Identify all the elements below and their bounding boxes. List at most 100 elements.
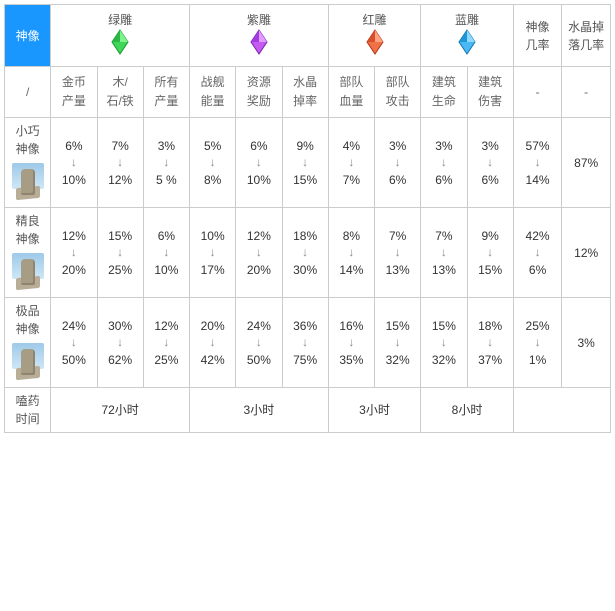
stat-cell: 12%↓20% (236, 208, 282, 298)
statue-rate-cell: 42%↓6% (513, 208, 562, 298)
stat-cell: 7%↓13% (421, 208, 467, 298)
arrow-down-icon: ↓ (516, 155, 560, 171)
stat-lo: 7% (389, 229, 406, 243)
stat-cell: 15%↓32% (375, 298, 421, 388)
group-label-purple: 紫雕 (247, 13, 271, 27)
footer-label: 嗑药时间 (5, 388, 51, 433)
tier-name: 极品神像 (5, 298, 51, 388)
rate-hi: 1% (529, 353, 546, 367)
stat-lo: 20% (201, 319, 225, 333)
col-header-statue: 神像 (5, 5, 51, 67)
stat-hi: 7% (343, 173, 360, 187)
stat-hi: 30% (293, 263, 317, 277)
arrow-down-icon: ↓ (331, 245, 372, 261)
stat-lo: 7% (435, 229, 452, 243)
stat-lo: 6% (250, 139, 267, 153)
arrow-down-icon: ↓ (470, 335, 511, 351)
rate-lo: 42% (526, 229, 550, 243)
stat-hi: 37% (478, 353, 502, 367)
stat-cell: 15%↓25% (97, 208, 143, 298)
stat-lo: 12% (154, 319, 178, 333)
stat-cell: 10%↓17% (190, 208, 236, 298)
arrow-down-icon: ↓ (331, 335, 372, 351)
arrow-down-icon: ↓ (470, 245, 511, 261)
tier-row: 极品神像24%↓50%30%↓62%12%↓25%20%↓42%24%↓50%3… (5, 298, 611, 388)
stat-hi: 10% (62, 173, 86, 187)
stat-cell: 7%↓12% (97, 118, 143, 208)
stat-hi: 25% (108, 263, 132, 277)
tier-row: 小巧神像6%↓10%7%↓12%3%↓5 %5%↓8%6%↓10%9%↓15%4… (5, 118, 611, 208)
stat-cell: 3% ↓ 6% (421, 118, 467, 208)
stat-lo: 3% (481, 139, 498, 153)
subcol-green-0: 金币产量 (51, 67, 97, 118)
stat-hi: 12% (108, 173, 132, 187)
stat-lo: 24% (62, 319, 86, 333)
col-header-purple: 紫雕 (190, 5, 329, 67)
stat-lo: 6% (65, 139, 82, 153)
stat-cell: 6%↓10% (143, 208, 189, 298)
subcol-green-2: 所有产量 (143, 67, 189, 118)
stat-cell: 6%↓10% (236, 118, 282, 208)
tier-name: 精良神像 (5, 208, 51, 298)
stat-hi: 6% (435, 173, 452, 187)
arrow-down-icon: ↓ (423, 155, 464, 171)
stat-cell: 18% ↓ 30% (282, 208, 328, 298)
arrow-down-icon: ↓ (516, 335, 560, 351)
stat-cell: 20%↓42% (190, 298, 236, 388)
stat-lo: 9% (296, 139, 313, 153)
stat-lo: 4% (343, 139, 360, 153)
stat-cell: 3%↓6% (375, 118, 421, 208)
stat-lo: 12% (62, 229, 86, 243)
group-label-green: 绿雕 (108, 13, 132, 27)
stat-hi: 5 % (156, 173, 177, 187)
stat-cell: 9%↓15% (467, 208, 513, 298)
arrow-down-icon: ↓ (516, 245, 560, 261)
subcol-blue-0: 建筑生命 (421, 67, 467, 118)
header-row-groups: 神像 绿雕 紫雕 红雕 (5, 5, 611, 67)
stat-lo: 15% (386, 319, 410, 333)
gem-blue-icon (457, 29, 477, 55)
statue-icon (10, 251, 46, 293)
col-header-green: 绿雕 (51, 5, 190, 67)
gem-red-icon (365, 29, 385, 55)
stat-cell: 5%↓8% (190, 118, 236, 208)
subcol-red-0: 部队血量 (328, 67, 374, 118)
stat-hi: 62% (108, 353, 132, 367)
stat-lo: 3% (389, 139, 406, 153)
stat-hi: 50% (62, 353, 86, 367)
stat-hi: 14% (339, 263, 363, 277)
stat-cell: 3%↓6% (467, 118, 513, 208)
arrow-down-icon: ↓ (192, 335, 233, 351)
stat-hi: 32% (386, 353, 410, 367)
footer-time-purple: 3小时 (190, 388, 329, 433)
arrow-down-icon: ↓ (285, 245, 326, 261)
subcol-purple-2: 水晶掉率 (282, 67, 328, 118)
col-header-statue-rate: 神像几率 (513, 5, 562, 67)
stat-lo: 3% (435, 139, 452, 153)
subcol-purple-1: 资源奖励 (236, 67, 282, 118)
stat-hi: 35% (339, 353, 363, 367)
rate-lo: 57% (526, 139, 550, 153)
stat-cell: 15%↓32% (421, 298, 467, 388)
stat-cell: 18% ↓ 37% (467, 298, 513, 388)
stat-hi: 20% (62, 263, 86, 277)
statue-rate-cell: 57% ↓ 14% (513, 118, 562, 208)
stat-cell: 16%↓35% (328, 298, 374, 388)
stat-cell: 9%↓15% (282, 118, 328, 208)
arrow-down-icon: ↓ (53, 335, 94, 351)
footer-row: 嗑药时间 72小时 3小时 3小时 8小时 (5, 388, 611, 433)
arrow-down-icon: ↓ (146, 245, 187, 261)
stat-hi: 25% (154, 353, 178, 367)
stat-cell: 3%↓5 % (143, 118, 189, 208)
stat-hi: 20% (247, 263, 271, 277)
stat-cell: 36%↓75% (282, 298, 328, 388)
stat-cell: 12%↓20% (51, 208, 97, 298)
stat-lo: 18% (293, 229, 317, 243)
rate-hi: 14% (526, 173, 550, 187)
arrow-down-icon: ↓ (146, 335, 187, 351)
tier-name: 小巧神像 (5, 118, 51, 208)
stat-lo: 18% (478, 319, 502, 333)
stat-lo: 24% (247, 319, 271, 333)
arrow-down-icon: ↓ (238, 245, 279, 261)
stat-hi: 15% (293, 173, 317, 187)
